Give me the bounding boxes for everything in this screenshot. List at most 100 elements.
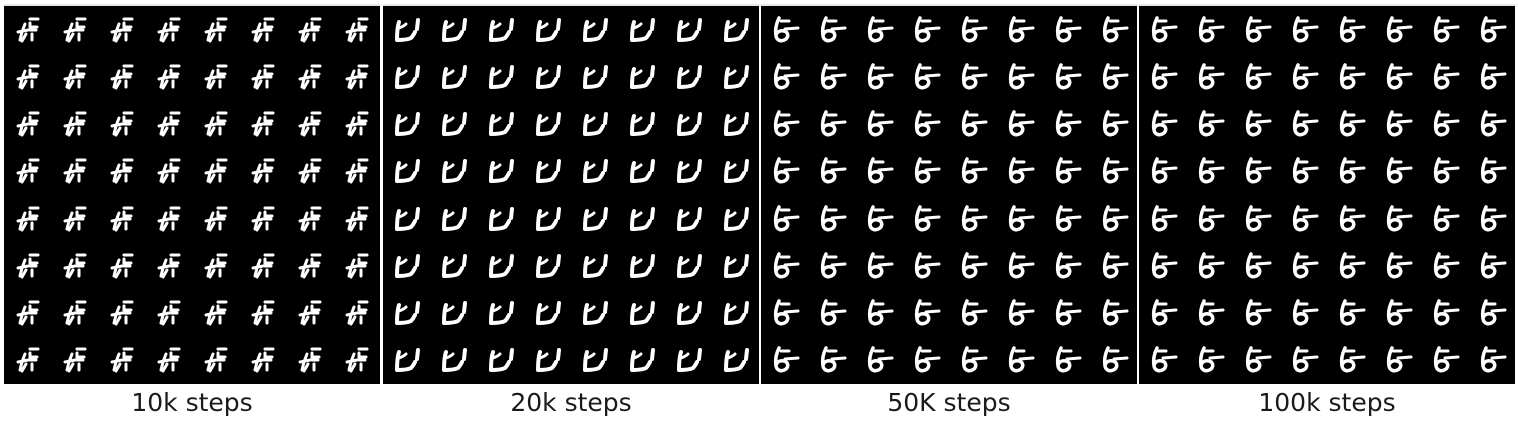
glyph-10k [204,158,227,184]
generated-sample [4,337,51,384]
glyph-10k [63,111,86,137]
generated-sample [430,6,477,53]
glyph-20k [723,301,749,326]
generated-sample [1139,53,1186,100]
glyph-10k [251,158,274,184]
glyph-100k [1386,299,1412,326]
generated-sample [996,53,1043,100]
glyph-100k [1151,204,1177,232]
generated-sample [1186,195,1233,242]
generated-sample [571,53,618,100]
glyph-20k [723,348,749,373]
generated-sample [1468,6,1515,53]
generated-sample [286,6,333,53]
generated-sample [1186,6,1233,53]
glyph-100k [1245,346,1271,373]
glyph-20k [488,112,514,137]
glyph-10k [345,206,368,232]
glyph-50k [961,157,987,184]
glyph-20k [582,253,608,278]
glyph-10k [63,300,86,326]
generated-sample [665,53,712,100]
glyph-100k [1292,252,1318,279]
generated-sample [1280,53,1327,100]
generated-sample [1468,101,1515,148]
generated-sample [239,337,286,384]
generated-sample [145,6,192,53]
generated-sample [98,148,145,195]
generated-sample [902,337,949,384]
glyph-100k [1292,63,1318,90]
glyph-50k [773,299,799,326]
glyph-10k [63,206,86,232]
generated-sample [1421,148,1468,195]
generated-sample [1139,6,1186,53]
glyph-20k [723,159,749,184]
generated-sample [333,242,380,289]
glyph-10k [157,64,180,90]
glyph-100k [1292,15,1318,43]
glyph-50k [1102,63,1128,90]
generated-sample [1043,101,1090,148]
glyph-10k [298,17,321,43]
generated-sample [949,6,996,53]
caption-20k: 20k steps [510,388,632,417]
generated-sample [477,6,524,53]
glyph-10k [298,300,321,326]
generated-sample [1139,195,1186,242]
glyph-10k [157,111,180,137]
generated-sample [383,195,430,242]
glyph-50k [867,299,893,326]
generated-sample [192,53,239,100]
glyph-100k [1480,157,1506,184]
glyph-10k [110,111,133,137]
glyph-50k [867,110,893,137]
glyph-50k [961,63,987,90]
generated-sample [1233,101,1280,148]
generated-sample [1374,101,1421,148]
generated-sample [665,337,712,384]
glyph-100k [1151,63,1177,90]
generated-sample [145,148,192,195]
glyph-20k [441,64,467,89]
glyph-20k [394,206,420,231]
generated-sample [524,101,571,148]
generated-sample [286,148,333,195]
glyph-100k [1339,346,1365,373]
generated-sample [477,101,524,148]
glyph-50k [1102,346,1128,373]
glyph-20k [582,17,608,42]
glyph-100k [1198,110,1224,137]
glyph-100k [1433,110,1459,137]
glyph-100k [1339,252,1365,279]
generated-sample [333,195,380,242]
generated-sample [665,6,712,53]
generated-sample [902,101,949,148]
generated-sample [1421,337,1468,384]
glyph-100k [1433,157,1459,184]
generated-sample [855,337,902,384]
generated-sample [1233,242,1280,289]
panel-10k [4,4,380,384]
glyph-20k [488,64,514,89]
glyph-100k [1151,157,1177,184]
generated-sample [1421,53,1468,100]
generated-sample [477,53,524,100]
generated-sample [949,101,996,148]
generated-sample [239,53,286,100]
generated-sample [1421,290,1468,337]
generated-sample [4,195,51,242]
glyph-100k [1198,63,1224,90]
generated-sample [618,337,665,384]
generated-sample [1468,290,1515,337]
generated-sample [192,242,239,289]
generated-sample [1186,148,1233,195]
glyph-50k [1055,346,1081,373]
generated-sample [712,195,759,242]
glyph-20k [441,17,467,42]
glyph-100k [1386,157,1412,184]
glyph-20k [629,17,655,42]
generated-sample [4,53,51,100]
generated-sample [98,53,145,100]
generated-sample [477,337,524,384]
